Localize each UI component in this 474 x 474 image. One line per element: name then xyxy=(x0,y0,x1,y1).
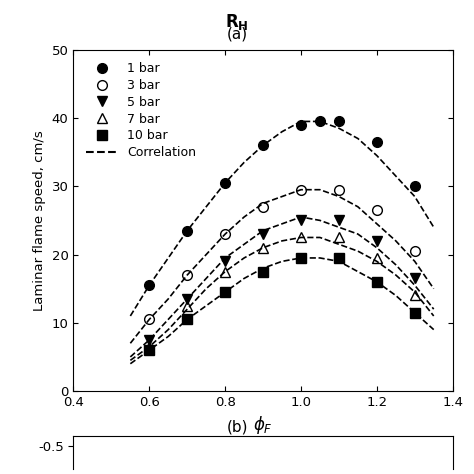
Text: (b): (b) xyxy=(226,419,248,434)
Text: (a): (a) xyxy=(227,26,247,41)
Legend: 1 bar, 3 bar, 5 bar, 7 bar, 10 bar, Correlation: 1 bar, 3 bar, 5 bar, 7 bar, 10 bar, Corr… xyxy=(80,56,202,165)
X-axis label: $\phi_F$: $\phi_F$ xyxy=(253,414,273,437)
Y-axis label: Laminar flame speed, cm/s: Laminar flame speed, cm/s xyxy=(33,130,46,311)
Text: $\mathbf{R_H}$: $\mathbf{R_H}$ xyxy=(225,12,249,32)
